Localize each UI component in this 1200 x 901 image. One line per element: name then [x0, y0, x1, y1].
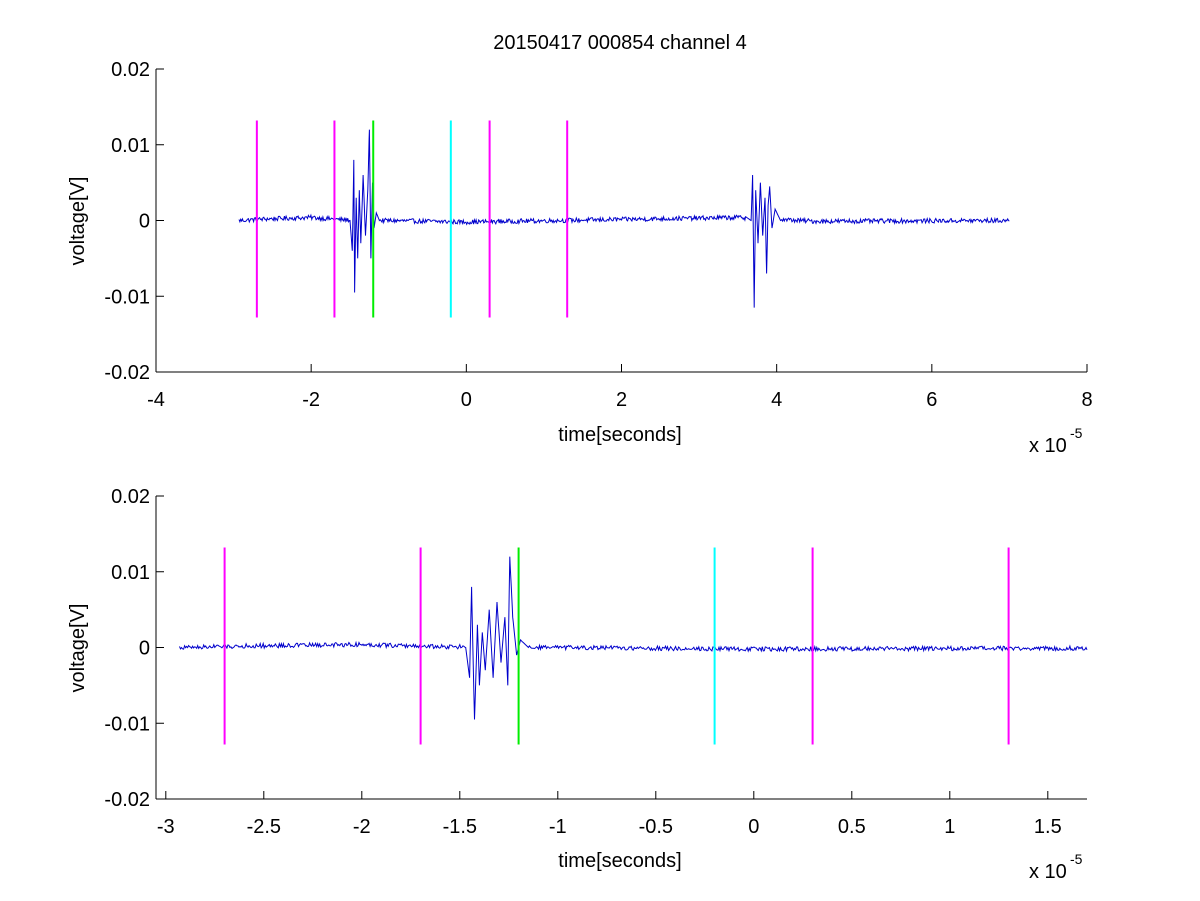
top-plot-x-tick-label: 2 [616, 389, 627, 411]
bottom-plot-x-tick-label: -2.5 [247, 816, 281, 838]
bottom-plot-y-tick-label: 0.01 [111, 562, 150, 584]
bottom-plot: time[seconds] voltage[V] x 10 -5 -0.02 -0… [67, 486, 1088, 883]
top-plot-x-tick-label: 6 [926, 389, 937, 411]
bottom-plot-x-tick-label: 1.5 [1034, 816, 1062, 838]
bottom-plot-x-tick-label: -3 [157, 816, 175, 838]
top-plot-x-tick-label: -2 [302, 389, 320, 411]
top-plot-x-tick-label: 4 [771, 389, 782, 411]
top-plot-x-multiplier-base: x 10 [1029, 435, 1067, 457]
top-plot-x-multiplier-exponent: -5 [1070, 425, 1083, 441]
bottom-plot-x-tick-label: 0.5 [838, 816, 866, 838]
figure-title: 20150417 000854 channel 4 [493, 32, 747, 54]
top-plot-y-label: voltage[V] [67, 177, 89, 266]
bottom-plot-y-tick-label: 0.02 [111, 486, 150, 508]
top-plot-x-tick-label: 0 [461, 389, 472, 411]
top-plot-x-tick-label: 8 [1081, 389, 1092, 411]
bottom-plot-x-tick-label: 0 [748, 816, 759, 838]
top-plot-y-tick-label: -0.02 [104, 362, 150, 384]
top-plot-voltage-trace [238, 129, 1010, 308]
bottom-plot-y-tick-label: -0.02 [104, 789, 150, 811]
bottom-plot-y-label: voltage[V] [67, 604, 89, 693]
bottom-plot-x-tick-label: 1 [944, 816, 955, 838]
top-plot-x-multiplier: x 10 -5 [1029, 425, 1083, 457]
bottom-plot-voltage-trace [179, 556, 1088, 720]
bottom-plot-x-tick-label: -1.5 [443, 816, 477, 838]
bottom-plot-x-tick-label: -0.5 [639, 816, 673, 838]
bottom-plot-x-label: time[seconds] [558, 850, 681, 872]
top-plot-y-tick-label: 0.01 [111, 135, 150, 157]
bottom-plot-x-multiplier-exponent: -5 [1070, 851, 1083, 867]
top-plot-x-label: time[seconds] [558, 424, 681, 446]
bottom-plot-x-tick-label: -2 [353, 816, 371, 838]
top-plot-y-tick-label: 0 [139, 211, 150, 233]
bottom-plot-y-tick-label: 0 [139, 638, 150, 660]
top-plot-x-tick-label: -4 [147, 389, 165, 411]
bottom-plot-y-tick-label: -0.01 [104, 713, 150, 735]
bottom-plot-x-multiplier-base: x 10 [1029, 861, 1067, 883]
top-plot-y-tick-label: -0.01 [104, 286, 150, 308]
bottom-plot-x-multiplier: x 10 -5 [1029, 851, 1083, 883]
top-plot-y-tick-label: 0.02 [111, 59, 150, 81]
bottom-plot-x-tick-label: -1 [549, 816, 567, 838]
top-plot: time[seconds] voltage[V] x 10 -5 -0.02 -0… [67, 59, 1093, 457]
